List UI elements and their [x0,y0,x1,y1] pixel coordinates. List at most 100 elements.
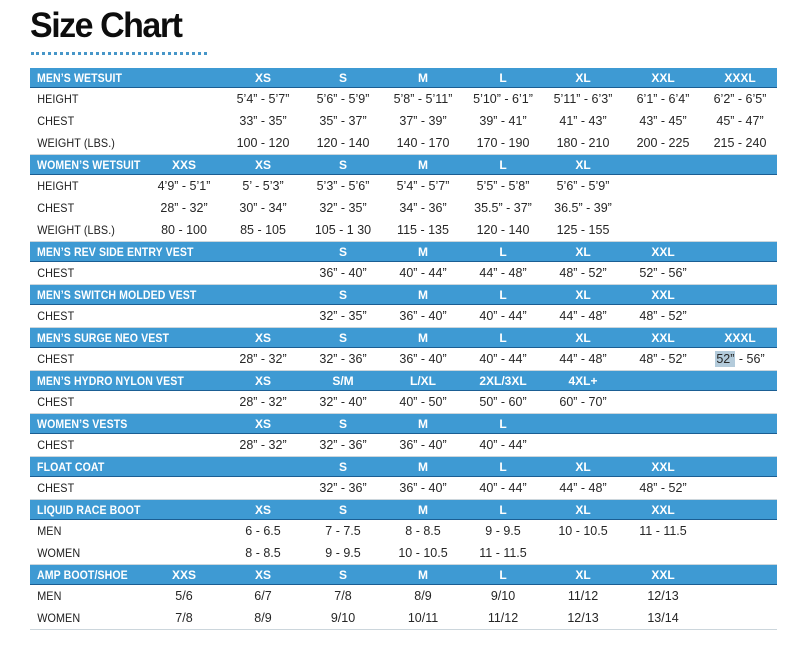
section-title: FLOAT COAT [37,459,105,474]
table-cell: 32” - 36” [319,352,367,366]
table-cell: 36” - 40” [399,309,447,323]
table-row: WOMEN 8 - 8.5 9 - 9.5 10 - 10.5 11 - 11.5 [30,542,777,564]
table-cell: 9 - 9.5 [325,546,361,560]
table-cell: 11 - 11.5 [639,524,687,538]
table-cell: 125 - 155 [556,223,610,237]
table-cell: 48” - 52” [639,309,687,323]
table-cell: 5’6” - 5’9” [316,92,370,106]
table-cell: 43” - 45” [639,114,687,128]
size-column-header: XS [254,502,271,517]
section-header-row: MEN’S SURGE NEO VEST XS S M L XL XXL XXXL [30,328,777,348]
table-cell: 60” - 70” [559,395,607,409]
table-cell: 13/14 [647,611,679,625]
size-column-header: L [499,459,507,474]
size-column-header: XS [254,416,271,431]
table-cell: 7/8 [175,611,193,625]
size-column-header: M [418,502,428,517]
table-cell: 35” - 37” [319,114,367,128]
row-label: WEIGHT (LBS.) [37,223,115,237]
table-cell: 36” - 40” [399,438,447,452]
table-row: WOMEN 7/8 8/9 9/10 10/11 11/12 12/13 13/14 [30,607,777,629]
section-title: AMP BOOT/SHOE [37,567,128,582]
size-column-header: XS [254,330,271,345]
table-cell: 52” - 56” [639,266,687,280]
size-column-header: XS [254,373,271,388]
table-cell: 44” - 48” [559,481,607,495]
section-header-row: FLOAT COAT S M L XL XXL [30,457,777,477]
size-table-liquid-race-boot: LIQUID RACE BOOT XS S M L XL XXL MEN 6 - 6.5 7 - … [30,500,777,565]
cell-text: - 56” [735,352,765,366]
table-cell: 28” - 32” [239,438,287,452]
table-cell: 28” - 32” [239,395,287,409]
table-row: CHEST 28” - 32” 32” - 36” 36” - 40” 40” - 44… [30,434,777,456]
size-column-header: L/XL [410,373,436,388]
size-column-header: 4XL+ [568,373,598,388]
size-column-header: L [499,502,507,517]
row-label: HEIGHT [37,179,79,193]
size-column-header: M [418,330,428,345]
size-table-float-coat: FLOAT COAT S M L XL XXL CHEST 32” - 36” 36” - 40… [30,457,777,500]
table-row: HEIGHT 5’4” - 5’7” 5’6” - 5’9” 5’8” - 5’11”… [30,88,777,110]
size-column-header: XL [575,330,591,345]
row-label: WOMEN [37,611,81,625]
table-cell: 40” - 44” [479,481,527,495]
size-column-header: XXL [651,244,675,259]
table-cell: 9 - 9.5 [485,524,521,538]
table-cell: 6’1” - 6’4” [636,92,690,106]
table-cell: 35.5” - 37” [474,201,532,215]
table-cell: 5’3” - 5’6” [316,179,370,193]
table-cell: 9/10 [330,611,356,625]
section-title: MEN’S WETSUIT [37,70,123,85]
table-row: CHEST 32” - 36” 36” - 40” 40” - 44” 44” - 48… [30,477,777,499]
table-cell: 8 - 8.5 [245,546,281,560]
table-cell: 6 - 6.5 [245,524,281,538]
size-column-header: XS [254,567,271,582]
table-cell: 40” - 50” [399,395,447,409]
size-column-header: M [418,157,428,172]
table-cell: 30” - 34” [239,201,287,215]
table-cell: 32” - 35” [319,201,367,215]
table-cell: 10/11 [407,611,439,625]
size-column-header: XXL [651,567,675,582]
row-label: CHEST [37,481,75,495]
size-column-header: 2XL/3XL [479,373,527,388]
row-label: CHEST [37,352,75,366]
table-cell: 44” - 48” [559,352,607,366]
size-table-men-s-surge-neo-vest: MEN’S SURGE NEO VEST XS S M L XL XXL XXXL CHEST 2… [30,328,777,371]
size-column-header: XL [575,287,591,302]
table-cell: 12/13 [567,611,599,625]
size-column-header: M [418,459,428,474]
table-row: CHEST 28” - 32” 32” - 36” 36” - 40” 40” - 44… [30,348,777,370]
row-label: MEN [37,524,62,538]
table-cell: 5’6” - 5’9” [556,179,610,193]
table-cell: 120 - 140 [316,136,370,150]
section-header-row: LIQUID RACE BOOT XS S M L XL XXL [30,500,777,520]
size-column-header: M [418,567,428,582]
table-cell: 39” - 41” [479,114,527,128]
size-column-header: L [499,567,507,582]
size-column-header: L [499,416,507,431]
table-cell: 80 - 100 [161,223,207,237]
row-label: CHEST [37,201,75,215]
size-column-header: XXS [171,157,196,172]
table-cell: 5’10” - 6’1” [473,92,533,106]
table-row: MEN 6 - 6.5 7 - 7.5 8 - 8.5 9 - 9.5 10 - 10.5… [30,520,777,542]
table-cell: 170 - 190 [476,136,530,150]
table-cell: 6/7 [254,589,272,603]
size-column-header: M [418,287,428,302]
row-label: CHEST [37,266,75,280]
table-cell: 105 - 1 30 [314,223,372,237]
table-cell: 33” - 35” [239,114,287,128]
size-column-header: S [338,244,347,259]
section-title: WOMEN’S VESTS [37,416,128,431]
size-column-header: XL [575,157,591,172]
table-row: CHEST 28” - 32” 30” - 34” 32” - 35” 34” - 36… [30,197,777,219]
table-cell: 40” - 44” [479,438,527,452]
size-column-header: M [418,416,428,431]
section-header-row: AMP BOOT/SHOE XXS XS S M L XL XXL [30,565,777,585]
size-column-header: L [499,157,507,172]
size-column-header: S [338,70,347,85]
size-column-header: XXL [651,70,675,85]
table-cell: 34” - 36” [399,201,447,215]
